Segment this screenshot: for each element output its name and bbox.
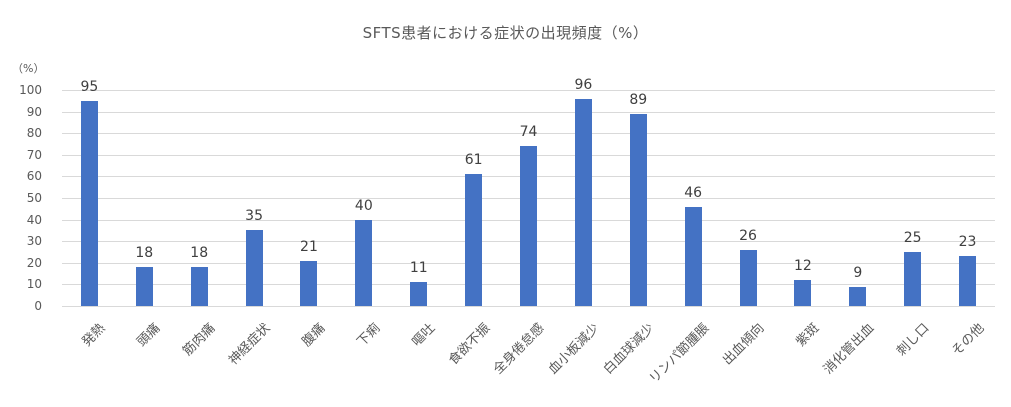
y-tick-label: 80 bbox=[26, 126, 42, 141]
data-label: 96 bbox=[574, 76, 593, 93]
data-label: 25 bbox=[903, 230, 922, 246]
x-tick-label: 刺し口 bbox=[893, 320, 933, 360]
y-tick-label: 100 bbox=[19, 83, 42, 97]
y-tick-label: 10 bbox=[26, 277, 42, 292]
data-label: 74 bbox=[519, 124, 538, 141]
bar bbox=[849, 286, 867, 306]
data-label: 18 bbox=[190, 245, 209, 262]
x-tick-label: 血小板減少 bbox=[546, 320, 603, 378]
x-tick-label: 筋肉痛 bbox=[180, 320, 219, 360]
x-tick-label: 紫斑 bbox=[793, 320, 823, 350]
x-tick-label: 消化管出血 bbox=[820, 320, 878, 378]
gridline bbox=[62, 133, 995, 135]
x-tick-label: 全身倦怠感 bbox=[491, 320, 548, 378]
data-label: 61 bbox=[464, 152, 483, 169]
gridline bbox=[62, 306, 995, 307]
data-label: 46 bbox=[684, 184, 703, 201]
x-tick-label: 食欲不振 bbox=[445, 320, 494, 369]
bar bbox=[794, 280, 812, 306]
data-label: 95 bbox=[80, 78, 99, 95]
bar bbox=[684, 206, 702, 306]
plot-area: 95 18 18 35 21 40 11 61 74 96 89 46 26 12 9 25 23 bbox=[62, 77, 995, 307]
data-label: 12 bbox=[793, 258, 812, 275]
gridline bbox=[62, 111, 995, 113]
y-tick-label: 90 bbox=[26, 104, 42, 119]
x-tick-label: その他 bbox=[948, 320, 987, 360]
bar bbox=[355, 219, 373, 306]
chart-title: SFTS患者における症状の出現頻度（%） bbox=[362, 24, 649, 42]
bar bbox=[959, 256, 977, 306]
data-label: 26 bbox=[739, 227, 757, 244]
data-label: 21 bbox=[300, 238, 318, 255]
bar bbox=[739, 249, 757, 306]
data-label: 23 bbox=[958, 234, 977, 251]
y-tick-label: 30 bbox=[26, 234, 42, 249]
bar bbox=[629, 113, 647, 306]
bar bbox=[80, 100, 98, 306]
x-tick-label: 頭痛 bbox=[134, 320, 164, 350]
bar bbox=[135, 267, 153, 306]
gridline bbox=[62, 90, 995, 91]
data-label: 40 bbox=[354, 197, 373, 214]
x-tick-label: 嘔吐 bbox=[409, 320, 439, 350]
y-tick-label: 50 bbox=[26, 191, 42, 205]
x-tick-label: 腹痛 bbox=[299, 320, 329, 350]
x-tick-label: 出血傾向 bbox=[720, 320, 768, 369]
bar bbox=[410, 282, 428, 306]
bar bbox=[520, 146, 537, 306]
bar bbox=[190, 267, 208, 306]
data-label: 9 bbox=[853, 264, 863, 281]
data-label: 18 bbox=[135, 245, 154, 262]
y-tick-label: 70 bbox=[26, 147, 42, 162]
x-tick-label: 神経症状 bbox=[226, 320, 274, 369]
x-tick-label: 発熱 bbox=[79, 320, 109, 350]
y-tick-label: 20 bbox=[26, 255, 42, 270]
y-tick-label: 60 bbox=[26, 169, 42, 184]
x-tick-label: 下痢 bbox=[354, 320, 384, 350]
y-axis-unit-label: （%） bbox=[12, 62, 45, 75]
data-label: 35 bbox=[245, 208, 263, 225]
bar bbox=[245, 230, 263, 306]
bar bbox=[300, 260, 318, 306]
bar bbox=[904, 252, 922, 306]
bar bbox=[574, 98, 592, 306]
bar bbox=[465, 174, 483, 306]
data-label: 89 bbox=[629, 91, 648, 108]
y-tick-label: 0 bbox=[34, 299, 42, 313]
y-tick-label: 40 bbox=[26, 212, 42, 227]
data-label: 11 bbox=[409, 260, 428, 277]
